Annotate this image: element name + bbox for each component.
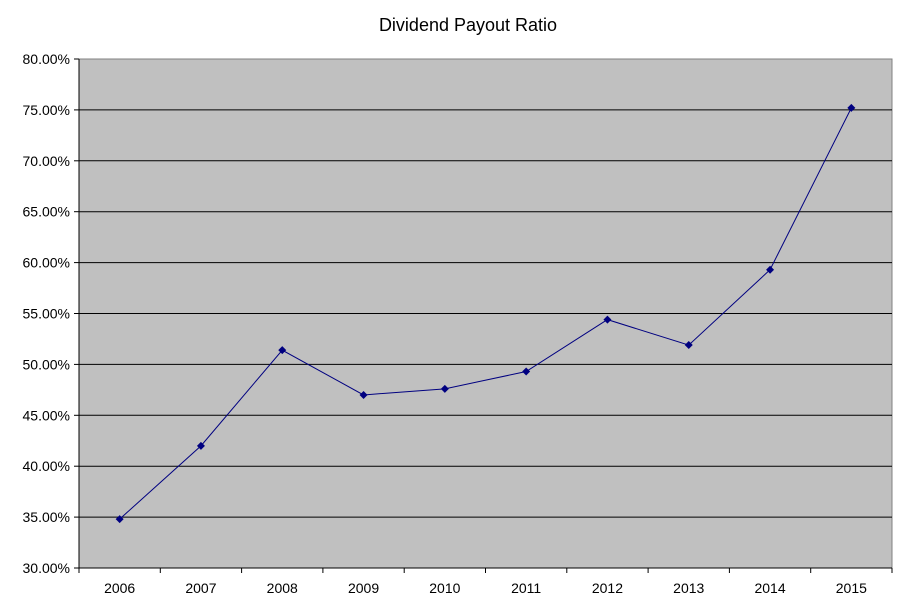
data-point-marker xyxy=(522,367,531,376)
y-tick-label: 75.00% xyxy=(23,102,70,118)
y-tick-label: 80.00% xyxy=(23,51,70,67)
x-tick-label: 2014 xyxy=(754,580,785,596)
axes: 30.00% 35.00% 40.00% 45.00% 50.00% 55.00% 60.0… xyxy=(23,51,893,596)
y-tick-label: 30.00% xyxy=(23,560,70,576)
series-layer xyxy=(115,103,856,524)
data-point-marker xyxy=(278,346,287,355)
data-point-marker xyxy=(603,315,612,324)
y-tick-label: 55.00% xyxy=(23,306,70,322)
x-tick-label: 2006 xyxy=(104,580,135,596)
plot-area xyxy=(78,58,893,569)
x-tick-label: 2009 xyxy=(348,580,379,596)
x-tick-label: 2013 xyxy=(673,580,704,596)
x-tick-label: 2008 xyxy=(267,580,298,596)
data-point-marker xyxy=(440,384,449,393)
data-point-marker xyxy=(847,103,856,112)
x-tick-label: 2012 xyxy=(592,580,623,596)
data-point-marker xyxy=(766,265,775,274)
x-tick-label: 2010 xyxy=(429,580,460,596)
y-tick-label: 65.00% xyxy=(23,204,70,220)
y-tick-label: 60.00% xyxy=(23,255,70,271)
data-point-marker xyxy=(115,515,124,524)
x-tick-label: 2007 xyxy=(185,580,216,596)
y-tick-label: 70.00% xyxy=(23,153,70,169)
y-tick-label: 50.00% xyxy=(23,356,70,372)
y-tick-label: 35.00% xyxy=(23,509,70,525)
data-point-marker xyxy=(196,441,205,450)
x-tick-label: 2011 xyxy=(511,580,541,596)
chart-title: Dividend Payout Ratio xyxy=(379,15,557,35)
data-point-marker xyxy=(359,390,368,399)
data-point-marker xyxy=(684,341,693,350)
x-tick-label: 2015 xyxy=(836,580,867,596)
series-line xyxy=(119,107,852,520)
y-tick-label: 40.00% xyxy=(23,458,70,474)
y-tick-label: 45.00% xyxy=(23,407,70,423)
